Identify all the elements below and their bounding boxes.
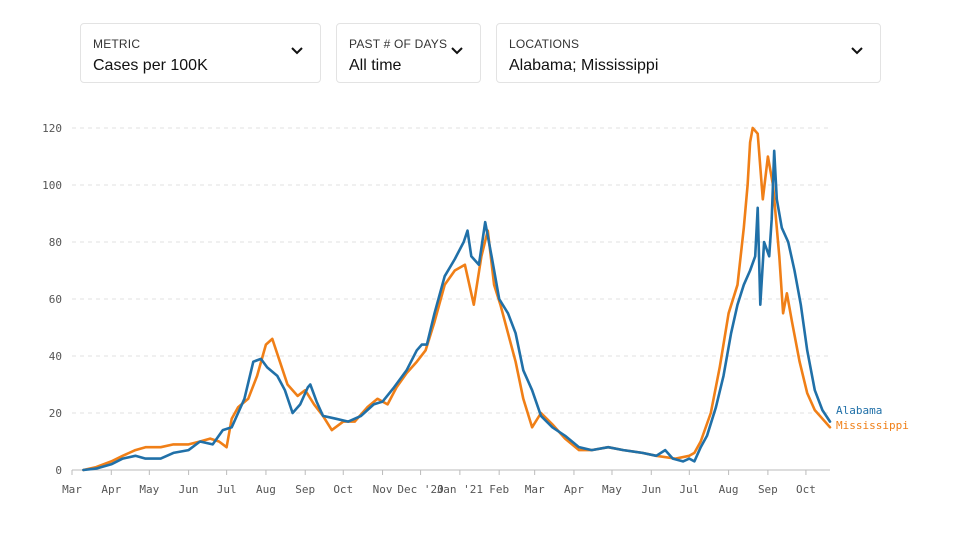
x-tick-label: Feb (489, 483, 509, 496)
series-label-mississippi: Mississippi (836, 419, 909, 432)
y-tick-label: 0 (55, 464, 62, 477)
chevron-down-icon (851, 47, 863, 55)
series-line-mississippi (82, 126, 832, 472)
x-tick-label: Jul (217, 483, 237, 496)
x-tick-label: May (139, 483, 159, 496)
x-tick-label: Oct (333, 483, 353, 496)
y-tick-label: 120 (42, 122, 62, 135)
metric-label: METRIC (93, 37, 141, 51)
x-tick-label: Sep (295, 483, 315, 496)
x-tick-label: Apr (564, 483, 584, 496)
y-tick-label: 40 (49, 350, 62, 363)
x-tick-label: Jun (179, 483, 199, 496)
y-tick-label: 80 (49, 236, 62, 249)
x-tick-label: Jul (679, 483, 699, 496)
x-tick-label: Oct (796, 483, 816, 496)
series-label-alabama: Alabama (836, 404, 882, 417)
locations-value: Alabama; Mississippi (509, 57, 659, 74)
metric-dropdown[interactable]: METRIC Cases per 100K (80, 23, 321, 83)
y-tick-label: 60 (49, 293, 62, 306)
chevron-down-icon (451, 47, 463, 55)
chevron-down-icon (291, 47, 303, 55)
days-dropdown[interactable]: PAST # OF DAYS All time (336, 23, 481, 83)
y-tick-label: 100 (42, 179, 62, 192)
x-tick-label: Sep (758, 483, 778, 496)
x-tick-label: Mar (62, 483, 82, 496)
x-tick-label: Apr (101, 483, 121, 496)
locations-label: LOCATIONS (509, 37, 580, 51)
grid-lines (72, 127, 830, 471)
x-tick-label: Jun (641, 483, 661, 496)
x-tick-label: Aug (256, 483, 276, 496)
y-axis-ticks: 0 20 40 60 80 100 120 (42, 122, 62, 477)
x-tick-label: Aug (719, 483, 739, 496)
metric-value: Cases per 100K (93, 57, 208, 74)
series-labels: Alabama Mississippi (836, 404, 909, 432)
series-lines (82, 126, 832, 472)
x-tick-label: Nov (373, 483, 393, 496)
x-tick-label: Mar (525, 483, 545, 496)
days-value: All time (349, 57, 402, 74)
y-tick-label: 20 (49, 407, 62, 420)
x-tick-label: Dec '20 (397, 483, 443, 496)
days-label: PAST # OF DAYS (349, 37, 448, 51)
x-tick-label: Jan '21 (437, 483, 483, 496)
x-tick-label: May (602, 483, 622, 496)
series-line-alabama (82, 149, 832, 472)
locations-dropdown[interactable]: LOCATIONS Alabama; Mississippi (496, 23, 881, 83)
